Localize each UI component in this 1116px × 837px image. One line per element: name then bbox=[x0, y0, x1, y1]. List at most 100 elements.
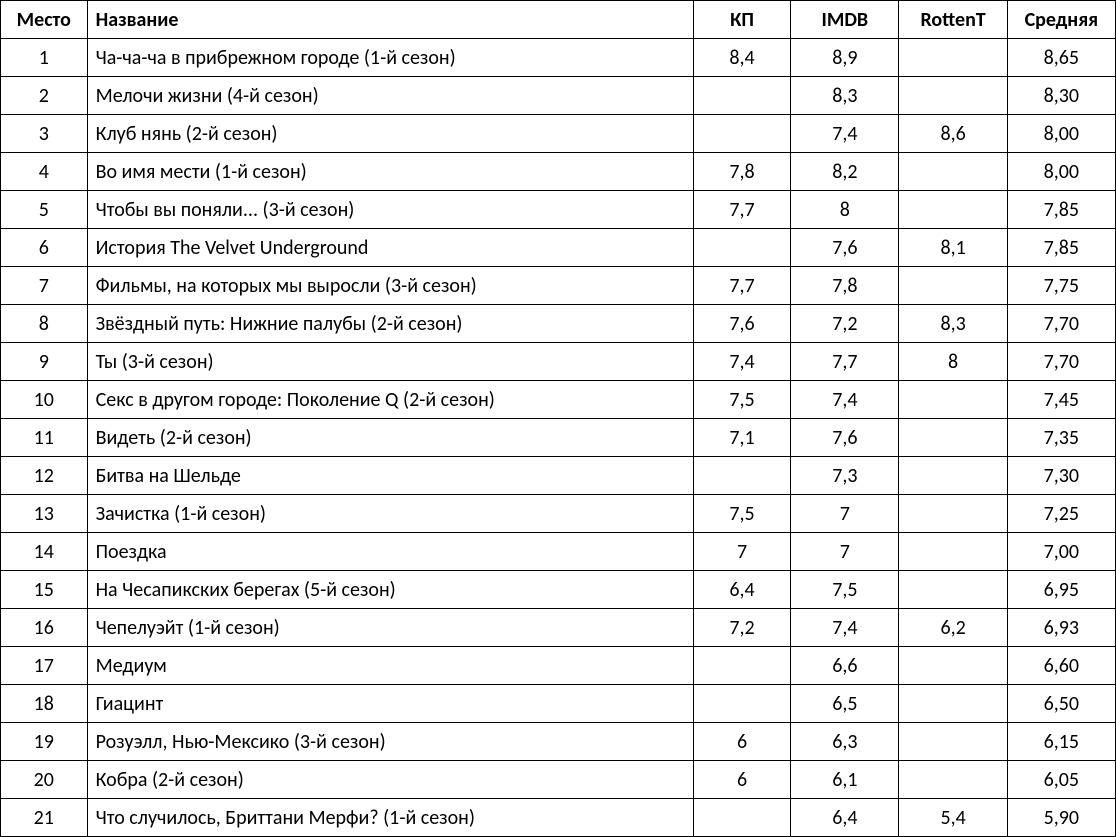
cell-kp: 6,4 bbox=[693, 571, 790, 609]
cell-kp: 7,1 bbox=[693, 419, 790, 457]
table-row: 16Чепелуэйт (1-й сезон)7,27,46,26,93 bbox=[1, 609, 1116, 647]
cell-avg: 6,50 bbox=[1007, 685, 1115, 723]
cell-rank: 3 bbox=[1, 115, 88, 153]
table-row: 2Мелочи жизни (4-й сезон) 8,3 8,30 bbox=[1, 77, 1116, 115]
cell-kp bbox=[693, 115, 790, 153]
table-body: 1Ча-ча-ча в прибрежном городе (1-й сезон… bbox=[1, 39, 1116, 837]
cell-rt bbox=[899, 647, 1007, 685]
cell-avg: 6,60 bbox=[1007, 647, 1115, 685]
cell-kp: 7,4 bbox=[693, 343, 790, 381]
table-row: 15На Чесапикских берегах (5-й сезон)6,47… bbox=[1, 571, 1116, 609]
table-row: 21Что случилось, Бриттани Мерфи? (1-й се… bbox=[1, 799, 1116, 837]
cell-imdb: 6,1 bbox=[791, 761, 899, 799]
cell-imdb: 6,5 bbox=[791, 685, 899, 723]
cell-rt bbox=[899, 267, 1007, 305]
cell-rt bbox=[899, 191, 1007, 229]
header-rt: RottenT bbox=[899, 1, 1007, 39]
cell-rank: 21 bbox=[1, 799, 88, 837]
cell-avg: 7,70 bbox=[1007, 343, 1115, 381]
cell-title: Звёздный путь: Нижние палубы (2-й сезон) bbox=[87, 305, 693, 343]
cell-imdb: 7,6 bbox=[791, 419, 899, 457]
cell-rank: 1 bbox=[1, 39, 88, 77]
cell-rank: 11 bbox=[1, 419, 88, 457]
cell-kp: 7,2 bbox=[693, 609, 790, 647]
cell-title: Битва на Шельде bbox=[87, 457, 693, 495]
cell-rt bbox=[899, 723, 1007, 761]
cell-rank: 14 bbox=[1, 533, 88, 571]
cell-imdb: 6,6 bbox=[791, 647, 899, 685]
cell-imdb: 7,8 bbox=[791, 267, 899, 305]
cell-kp bbox=[693, 799, 790, 837]
cell-rt: 8 bbox=[899, 343, 1007, 381]
cell-rank: 18 bbox=[1, 685, 88, 723]
cell-rank: 16 bbox=[1, 609, 88, 647]
cell-avg: 7,85 bbox=[1007, 229, 1115, 267]
cell-rt bbox=[899, 533, 1007, 571]
cell-avg: 8,30 bbox=[1007, 77, 1115, 115]
cell-rt bbox=[899, 495, 1007, 533]
cell-avg: 8,65 bbox=[1007, 39, 1115, 77]
cell-kp bbox=[693, 647, 790, 685]
cell-rt bbox=[899, 685, 1007, 723]
cell-avg: 7,25 bbox=[1007, 495, 1115, 533]
cell-title: Кобра (2-й сезон) bbox=[87, 761, 693, 799]
cell-rt: 5,4 bbox=[899, 799, 1007, 837]
cell-avg: 7,00 bbox=[1007, 533, 1115, 571]
table-row: 1Ча-ча-ча в прибрежном городе (1-й сезон… bbox=[1, 39, 1116, 77]
cell-kp: 7 bbox=[693, 533, 790, 571]
cell-avg: 6,95 bbox=[1007, 571, 1115, 609]
cell-title: Ча-ча-ча в прибрежном городе (1-й сезон) bbox=[87, 39, 693, 77]
table-row: 20Кобра (2-й сезон)66,16,05 bbox=[1, 761, 1116, 799]
header-avg: Средняя bbox=[1007, 1, 1115, 39]
cell-imdb: 7,2 bbox=[791, 305, 899, 343]
cell-imdb: 7,5 bbox=[791, 571, 899, 609]
cell-title: Медиум bbox=[87, 647, 693, 685]
cell-title: Зачистка (1-й сезон) bbox=[87, 495, 693, 533]
cell-title: Что случилось, Бриттани Мерфи? (1-й сезо… bbox=[87, 799, 693, 837]
cell-kp: 7,5 bbox=[693, 495, 790, 533]
cell-imdb: 8 bbox=[791, 191, 899, 229]
cell-avg: 7,75 bbox=[1007, 267, 1115, 305]
cell-kp bbox=[693, 229, 790, 267]
cell-imdb: 7,7 bbox=[791, 343, 899, 381]
table-row: 5Чтобы вы поняли... (3-й сезон)7,787,85 bbox=[1, 191, 1116, 229]
cell-rt bbox=[899, 39, 1007, 77]
cell-title: Видеть (2-й сезон) bbox=[87, 419, 693, 457]
cell-avg: 7,70 bbox=[1007, 305, 1115, 343]
cell-imdb: 8,3 bbox=[791, 77, 899, 115]
cell-rank: 17 bbox=[1, 647, 88, 685]
cell-rt: 8,1 bbox=[899, 229, 1007, 267]
cell-imdb: 7,4 bbox=[791, 381, 899, 419]
cell-rt bbox=[899, 457, 1007, 495]
cell-rank: 20 bbox=[1, 761, 88, 799]
cell-avg: 7,85 bbox=[1007, 191, 1115, 229]
cell-kp: 7,8 bbox=[693, 153, 790, 191]
cell-rank: 2 bbox=[1, 77, 88, 115]
cell-imdb: 7,3 bbox=[791, 457, 899, 495]
cell-rt bbox=[899, 381, 1007, 419]
cell-title: Мелочи жизни (4-й сезон) bbox=[87, 77, 693, 115]
cell-rank: 9 bbox=[1, 343, 88, 381]
table-row: 12Битва на Шельде7,37,30 bbox=[1, 457, 1116, 495]
cell-imdb: 7 bbox=[791, 495, 899, 533]
cell-imdb: 6,3 bbox=[791, 723, 899, 761]
cell-rt: 8,3 bbox=[899, 305, 1007, 343]
table-row: 17Медиум 6,6 6,60 bbox=[1, 647, 1116, 685]
cell-imdb: 7,4 bbox=[791, 115, 899, 153]
cell-imdb: 7,6 bbox=[791, 229, 899, 267]
cell-rank: 19 bbox=[1, 723, 88, 761]
ratings-table: Место Название КП IMDB RottenT Средняя 1… bbox=[0, 0, 1116, 837]
cell-avg: 6,05 bbox=[1007, 761, 1115, 799]
cell-rank: 15 bbox=[1, 571, 88, 609]
cell-title: Клуб нянь (2-й сезон) bbox=[87, 115, 693, 153]
cell-imdb: 8,2 bbox=[791, 153, 899, 191]
cell-avg: 6,15 bbox=[1007, 723, 1115, 761]
cell-rank: 10 bbox=[1, 381, 88, 419]
cell-avg: 8,00 bbox=[1007, 115, 1115, 153]
cell-avg: 7,30 bbox=[1007, 457, 1115, 495]
cell-kp bbox=[693, 685, 790, 723]
table-row: 8Звёздный путь: Нижние палубы (2-й сезон… bbox=[1, 305, 1116, 343]
cell-rank: 4 bbox=[1, 153, 88, 191]
cell-kp bbox=[693, 77, 790, 115]
table-row: 11Видеть (2-й сезон)7,17,67,35 bbox=[1, 419, 1116, 457]
